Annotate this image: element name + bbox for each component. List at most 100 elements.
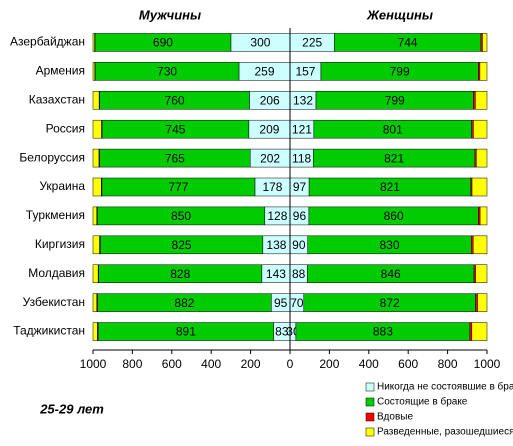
bar-segment	[475, 264, 488, 283]
bar-segment	[470, 235, 474, 255]
legend-label: Состоящие в браке	[377, 396, 468, 408]
x-tick-label: 0	[287, 357, 294, 371]
data-label: 206	[260, 93, 280, 107]
bar-segment	[471, 322, 488, 341]
data-label: 121	[292, 122, 312, 136]
data-label: 690	[153, 36, 173, 50]
category-label: Армения	[36, 64, 85, 78]
data-label: 801	[383, 122, 403, 136]
data-label: 830	[379, 238, 399, 252]
data-label: 821	[380, 180, 400, 194]
data-label: 744	[398, 36, 418, 50]
bar-segment	[472, 235, 488, 255]
data-label: 70	[290, 296, 304, 310]
x-tick-label: 600	[162, 357, 182, 371]
data-label: 95	[274, 296, 288, 310]
legend-swatch	[365, 412, 375, 422]
data-label: 83	[275, 325, 289, 339]
bar-segment	[92, 235, 100, 255]
bar-segment	[473, 119, 488, 139]
category-label: Украина	[39, 179, 85, 193]
legend-label: Разведенные, разошедшиеся	[377, 427, 513, 438]
data-label: 828	[170, 267, 190, 281]
x-tick-label: 400	[359, 357, 379, 371]
data-label: 225	[302, 36, 322, 50]
x-tick-label: 1000	[80, 357, 107, 371]
data-label: 90	[292, 238, 306, 252]
data-label: 88	[292, 267, 306, 281]
data-label: 821	[384, 151, 404, 165]
annotation: 25-29 лет	[39, 401, 104, 416]
x-tick-label: 1000	[474, 357, 501, 371]
data-label: 143	[266, 267, 286, 281]
category-label: Казахстан	[29, 92, 85, 106]
category-label: Молдавия	[28, 266, 85, 280]
bar-segment	[471, 177, 488, 197]
legend-swatch	[365, 427, 375, 437]
data-label: 118	[292, 151, 311, 165]
data-label: 891	[176, 325, 196, 339]
data-label: 860	[384, 209, 404, 223]
bar-segment	[476, 148, 488, 168]
bar-segment	[478, 206, 481, 226]
x-tick-label: 800	[438, 357, 458, 371]
bar-segment	[475, 293, 478, 312]
data-label: 777	[168, 180, 188, 194]
bar-segment	[92, 264, 99, 283]
data-label: 300	[250, 36, 270, 50]
bar-segment	[92, 148, 100, 168]
category-label: Азербайджан	[10, 35, 85, 49]
data-label: 765	[165, 151, 185, 165]
bar-segment	[92, 206, 97, 226]
right-title: Женщины	[366, 7, 433, 22]
x-tick-label: 200	[241, 357, 261, 371]
category-label: Таджикистан	[13, 324, 85, 338]
data-label: 872	[380, 296, 400, 310]
bar-segment	[475, 91, 488, 110]
data-label: 132	[293, 93, 313, 107]
bar-segment	[92, 62, 96, 81]
data-label: 157	[295, 65, 315, 79]
bar-segment	[92, 322, 98, 341]
data-label: 850	[171, 209, 191, 223]
left-title: Мужчины	[139, 7, 201, 22]
x-tick-label: 400	[201, 357, 221, 371]
data-label: 883	[373, 325, 393, 339]
data-label: 760	[165, 93, 185, 107]
bar-segment	[92, 177, 102, 197]
data-label: 202	[260, 151, 280, 165]
data-label: 259	[254, 65, 274, 79]
data-label: 799	[390, 65, 410, 79]
data-label: 128	[267, 209, 287, 223]
bar-segment	[92, 91, 100, 110]
data-label: 97	[293, 180, 307, 194]
legend-swatch	[365, 382, 375, 392]
category-label: Узбекистан	[23, 295, 85, 309]
data-label: 846	[381, 267, 401, 281]
legend-label: Вдовые	[377, 412, 413, 423]
category-label: Белоруссия	[19, 150, 85, 164]
bar-segment	[92, 119, 102, 139]
bar-segment	[479, 62, 488, 81]
data-label: 825	[172, 238, 192, 252]
data-label: 882	[174, 296, 194, 310]
data-label: 96	[293, 209, 307, 223]
category-label: Туркмения	[26, 208, 85, 222]
data-label: 745	[165, 122, 185, 136]
legend-label: Никогда не состоявшие в браке	[377, 381, 513, 393]
category-label: Киргизия	[35, 237, 85, 251]
bar-segment	[469, 322, 473, 341]
category-label: Россия	[46, 121, 85, 135]
x-tick-label: 200	[319, 357, 339, 371]
bar-segment	[477, 293, 488, 312]
x-tick-label: 600	[398, 357, 418, 371]
data-label: 178	[262, 180, 282, 194]
data-label: 209	[259, 122, 279, 136]
data-label: 799	[385, 93, 405, 107]
data-label: 730	[157, 65, 177, 79]
bar-segment	[482, 33, 488, 52]
bar-segment	[92, 293, 97, 312]
legend-swatch	[365, 397, 375, 407]
bar-segment	[471, 119, 474, 139]
